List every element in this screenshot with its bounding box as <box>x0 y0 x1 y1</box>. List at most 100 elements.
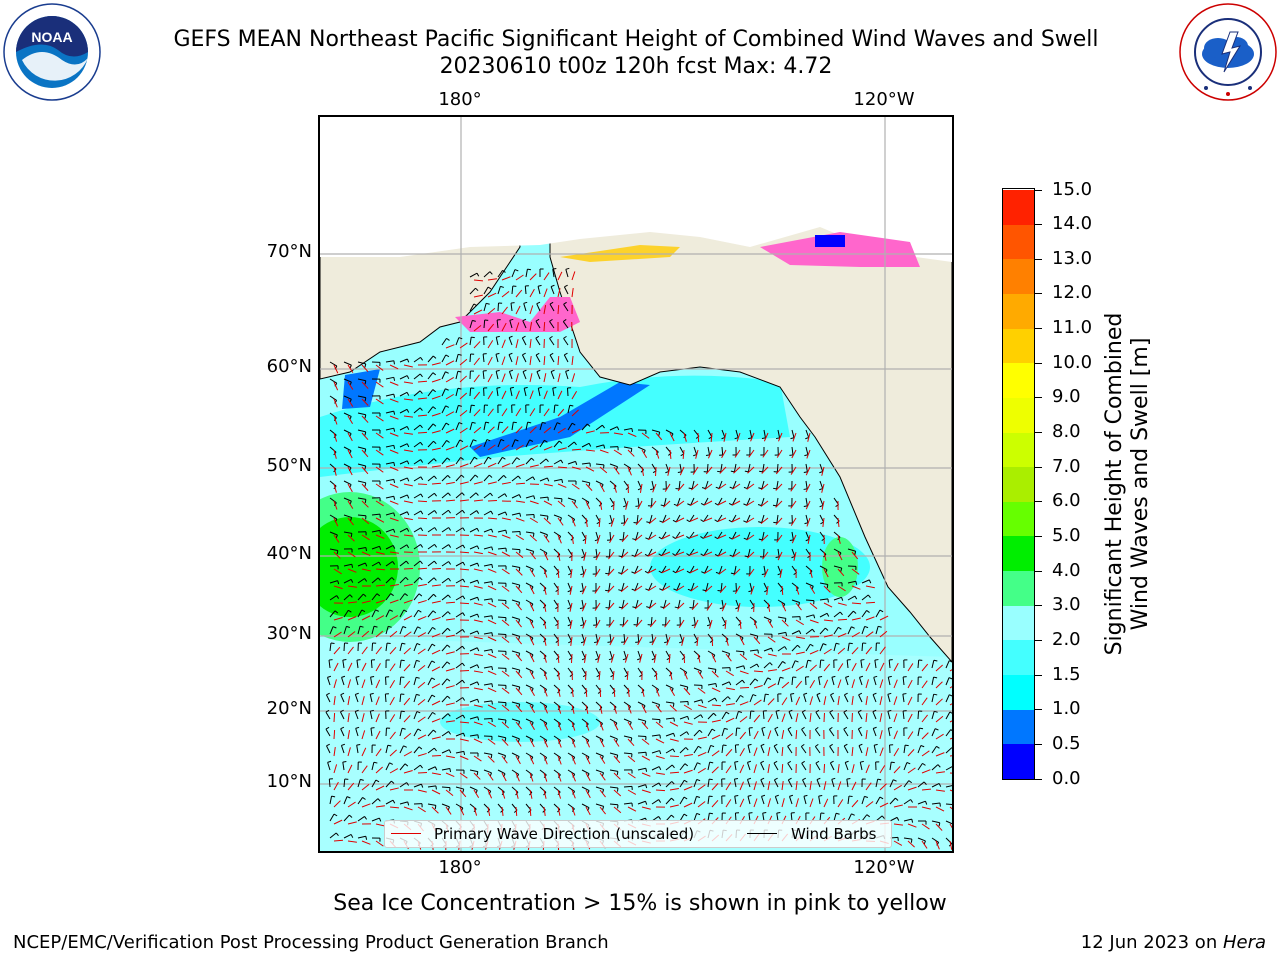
wave-direction-arrow <box>473 341 481 349</box>
wave-direction-arrow <box>347 801 356 808</box>
wave-direction-arrow <box>626 670 629 681</box>
wind-barb-flag <box>687 588 692 591</box>
wind-barb-flag <box>645 768 648 772</box>
wave-direction-arrow <box>487 772 494 781</box>
colorbar-title-line2: Wind Waves and Swell [m] <box>1128 337 1153 631</box>
wind-barb <box>427 660 433 669</box>
wind-barb-flag <box>840 567 843 572</box>
wind-barb <box>623 463 631 469</box>
wind-barb <box>535 354 541 363</box>
wave-direction-arrow <box>655 687 660 697</box>
wind-barb <box>385 512 394 516</box>
wind-barb-flag <box>925 800 928 805</box>
wind-barb-flag <box>658 799 662 803</box>
wind-barb-flag <box>748 590 753 593</box>
lat-tick-30n: 30°N <box>266 623 312 644</box>
wave-direction-arrow <box>753 764 757 774</box>
wave-zone-green <box>320 517 398 617</box>
wave-direction-arrow <box>613 789 622 797</box>
wind-barb <box>861 796 865 805</box>
wind-barb <box>903 837 912 840</box>
wave-direction-arrow <box>635 619 643 628</box>
wave-direction-arrow <box>389 615 399 621</box>
wind-barb-flag <box>846 778 851 780</box>
wind-barb-flag <box>672 703 675 707</box>
wind-barb-flag <box>505 530 508 534</box>
wind-barb <box>860 660 863 669</box>
wave-direction-arrow <box>347 449 353 459</box>
wind-barb-flag <box>405 576 409 581</box>
colorbar-title: Significant Height of Combined Wind Wave… <box>1102 264 1154 704</box>
wind-barb-flag <box>818 675 823 678</box>
wind-barb <box>805 480 808 489</box>
wind-barb-flag <box>831 675 836 678</box>
wind-barb <box>846 779 849 788</box>
wind-barb <box>888 659 891 669</box>
wind-barb-flag <box>813 614 816 619</box>
wave-direction-arrow <box>361 615 371 621</box>
wave-direction-arrow <box>949 806 952 810</box>
wave-direction-arrow <box>585 517 588 527</box>
wave-direction-arrow <box>649 619 657 628</box>
wind-barb-flag <box>332 626 337 629</box>
wind-barb <box>721 681 730 686</box>
wave-direction-arrow <box>487 789 493 799</box>
wind-barb-flag <box>518 602 521 606</box>
wind-barb-flag <box>472 439 477 442</box>
wave-direction-arrow <box>704 585 713 593</box>
wind-barb <box>399 763 406 771</box>
wind-barb-flag <box>445 422 450 426</box>
wind-barb <box>370 677 373 686</box>
wind-barb <box>483 439 488 448</box>
wave-direction-arrow <box>711 766 719 774</box>
wind-barb-flag <box>686 570 691 574</box>
wave-direction-arrow <box>487 551 497 556</box>
wave-direction-arrow <box>403 466 413 470</box>
wind-barb <box>441 594 449 601</box>
wind-barb <box>343 814 350 822</box>
wind-barb <box>791 676 794 686</box>
wave-direction-arrow <box>487 356 493 366</box>
wind-barb-flag <box>826 584 829 589</box>
wind-barb <box>609 752 618 756</box>
wave-direction-arrow <box>333 781 339 791</box>
wind-barb <box>651 684 659 690</box>
wind-barb <box>805 446 809 455</box>
wave-direction-arrow <box>851 602 862 605</box>
wind-barb <box>497 769 506 775</box>
wind-barb <box>931 820 940 824</box>
wind-barb-flag <box>403 609 408 613</box>
wind-barb-flag <box>866 814 871 818</box>
wind-barb-flag <box>340 726 345 730</box>
wave-direction-arrow <box>417 583 427 587</box>
wind-barb <box>497 493 505 499</box>
wind-barb <box>469 527 478 533</box>
wave-direction-arrow <box>669 755 680 758</box>
wave-direction-arrow <box>608 551 615 560</box>
wind-barb-flag <box>672 536 676 540</box>
wind-barb <box>945 729 952 737</box>
wave-direction-arrow <box>865 801 874 808</box>
wind-barb-flag <box>533 495 536 500</box>
wind-barb-flag <box>433 560 437 565</box>
wind-barb-flag <box>448 509 451 514</box>
wind-barb <box>735 633 744 639</box>
wind-barb-flag <box>706 624 711 627</box>
wind-barb <box>539 496 549 499</box>
wind-barb <box>637 633 640 643</box>
wind-barb-flag <box>839 611 843 616</box>
wind-barb <box>539 422 543 431</box>
colorbar-segment <box>1003 674 1034 710</box>
wave-direction-arrow <box>639 653 643 663</box>
wind-barb <box>497 439 502 448</box>
wave-direction-arrow <box>691 602 699 611</box>
wind-barb-flag <box>803 794 808 797</box>
wind-barb <box>705 480 709 489</box>
wind-barb-flag <box>658 570 663 574</box>
wind-barb <box>805 628 813 635</box>
wind-barb-flag <box>419 390 423 394</box>
wave-direction-arrow <box>893 730 898 740</box>
wind-barb <box>819 598 828 601</box>
wave-direction-arrow <box>597 653 601 663</box>
wind-barb-flag <box>934 728 939 731</box>
